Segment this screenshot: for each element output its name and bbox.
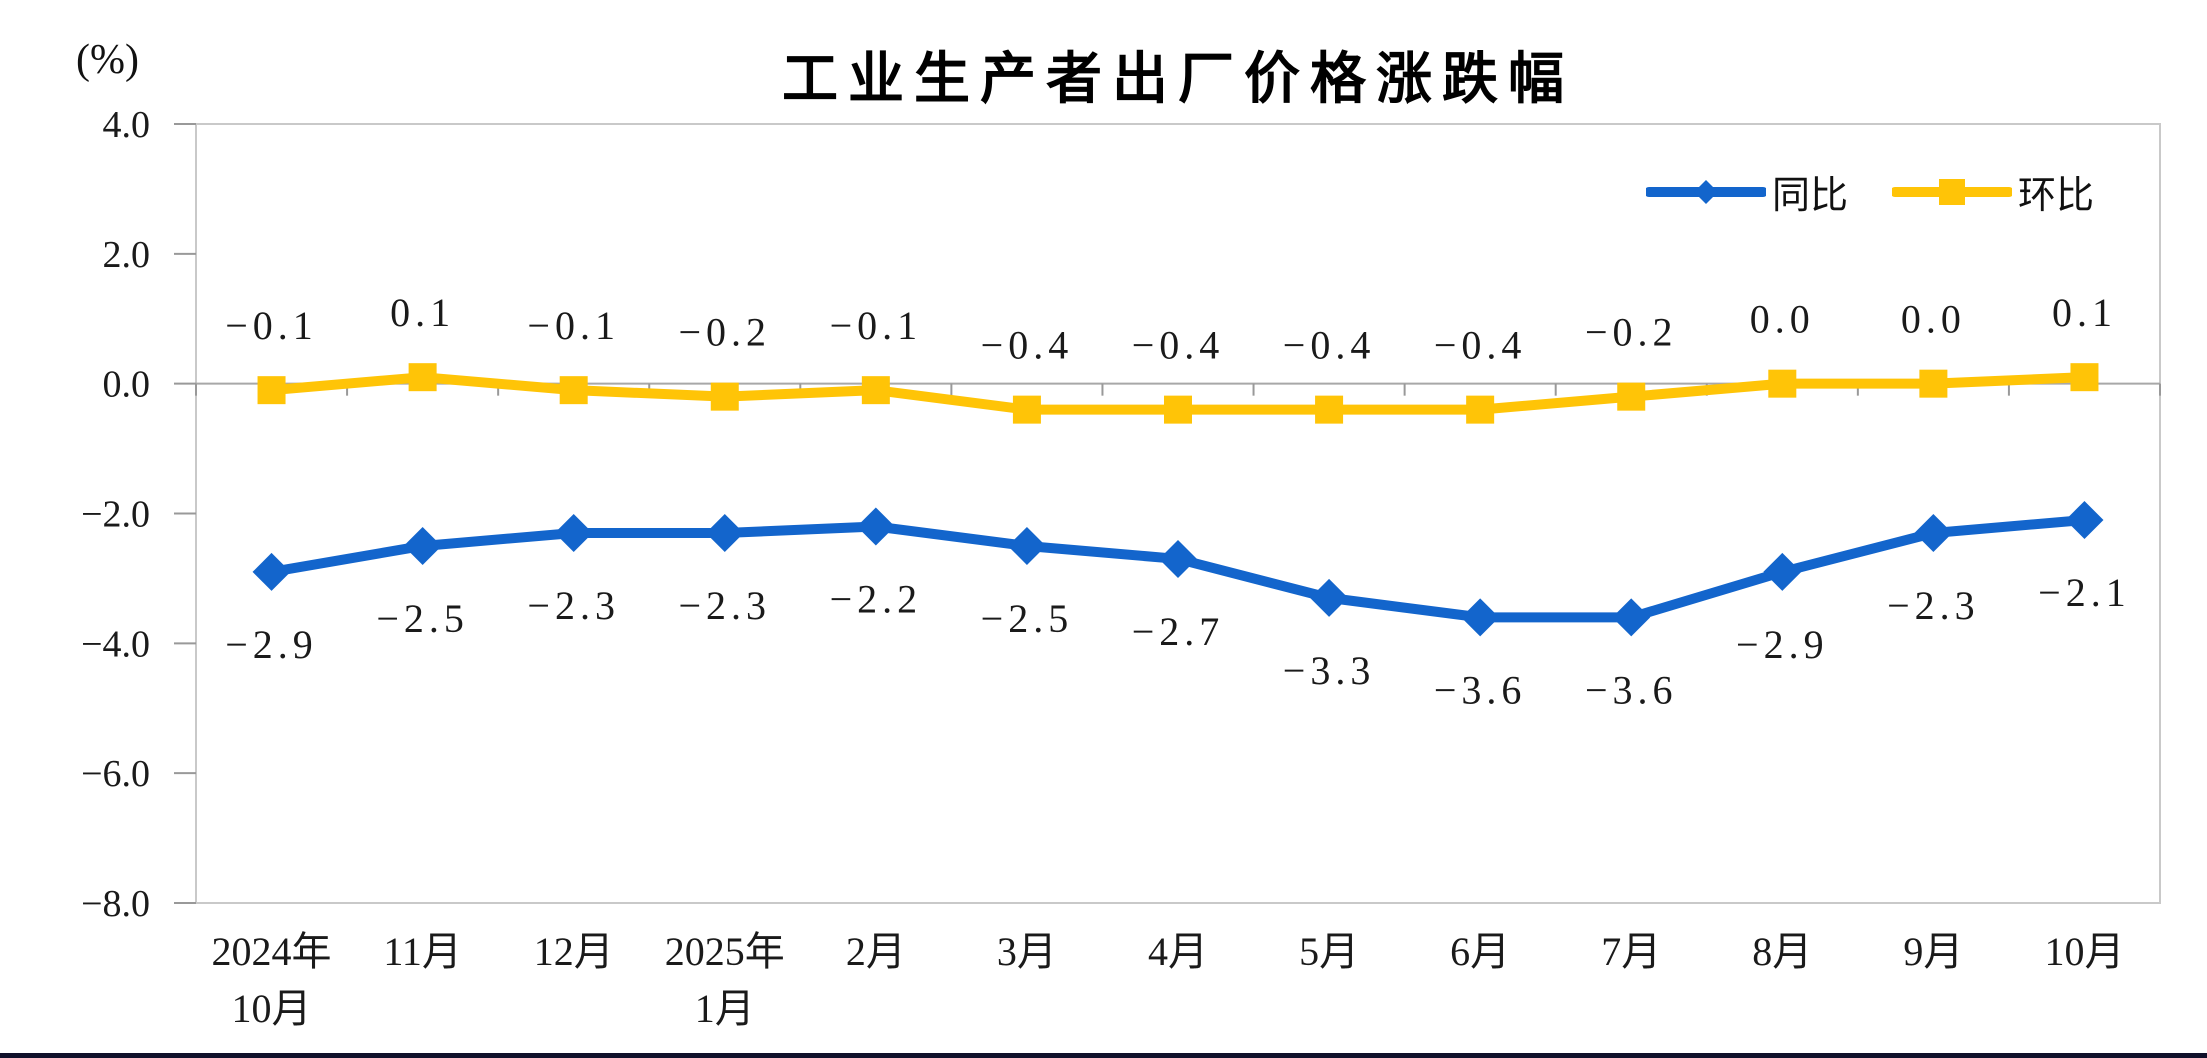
data-label: −2.3	[1887, 583, 1980, 628]
yoy-diamond-marker	[252, 552, 291, 591]
mom-square-marker	[861, 376, 890, 405]
x-tick-label: 2025年	[665, 929, 785, 974]
data-label: −0.4	[1132, 323, 1225, 368]
data-label: −2.3	[678, 583, 771, 628]
yoy-diamond-marker	[1612, 598, 1651, 637]
data-label: 0.0	[1750, 297, 1815, 342]
data-label: −2.5	[981, 596, 1074, 641]
legend-label-mom: 环比	[2018, 175, 2095, 217]
yoy-diamond-marker	[1310, 578, 1349, 617]
chart-title: 工业生产者出厂价格涨跌幅	[782, 47, 1574, 110]
x-tick-label: 11月	[383, 929, 462, 974]
mom-square-marker	[710, 382, 739, 411]
legend-item-yoy: 同比	[1646, 164, 1848, 219]
x-tick-label: 5月	[1299, 929, 1359, 974]
mom-square-marker	[1768, 369, 1797, 398]
plot-border	[195, 123, 2161, 904]
bottom-divider	[0, 1053, 2207, 1058]
x-tick-label: 12月	[534, 929, 614, 974]
data-label: −0.1	[225, 303, 318, 348]
data-label: −0.1	[527, 303, 620, 348]
x-tick-label: 7月	[1601, 929, 1661, 974]
mom-square-marker	[408, 363, 437, 392]
data-label: 0.0	[1901, 297, 1966, 342]
yoy-diamond-marker	[1763, 552, 1802, 591]
x-tick-label: 6月	[1450, 929, 1510, 974]
mom-square-marker	[559, 376, 588, 405]
data-label: −2.3	[527, 583, 620, 628]
mom-square-marker	[2070, 363, 2099, 392]
x-tick-label: 1月	[695, 986, 755, 1031]
data-label: −2.7	[1132, 609, 1225, 654]
yoy-diamond-marker	[1159, 539, 1197, 578]
legend: 同比 环比	[1646, 164, 2094, 219]
data-label: −0.2	[678, 310, 771, 355]
x-tick-label: 4月	[1148, 929, 1208, 974]
data-label: −3.3	[1283, 648, 1376, 693]
x-tick-label: 8月	[1752, 929, 1812, 974]
data-label: −2.9	[225, 622, 318, 667]
data-label: 0.1	[390, 290, 455, 335]
y-axis-unit-label: (%)	[76, 37, 139, 83]
yoy-diamond-marker	[554, 513, 593, 552]
x-tick-label: 2月	[846, 929, 906, 974]
yoy-line-swatch-icon	[1646, 179, 1766, 204]
y-tick-label: −2.0	[81, 494, 150, 536]
legend-label-yoy: 同比	[1772, 175, 1849, 217]
data-label: −2.1	[2038, 570, 2131, 615]
data-label: −0.2	[1585, 310, 1678, 355]
x-tick-label: 3月	[997, 929, 1057, 974]
data-label: −3.6	[1434, 667, 1527, 712]
yoy-diamond-marker	[1914, 513, 1953, 552]
data-label: −2.9	[1736, 622, 1829, 667]
data-label: −3.6	[1585, 667, 1678, 712]
yoy-diamond-marker	[856, 507, 895, 546]
y-tick-label: −6.0	[81, 753, 150, 795]
yoy-diamond-marker	[2065, 500, 2104, 539]
y-tick-label: 2.0	[103, 234, 151, 276]
data-label: −2.2	[830, 576, 923, 621]
data-label: −0.4	[1283, 323, 1376, 368]
legend-item-mom: 环比	[1892, 164, 2094, 219]
y-tick-label: −8.0	[81, 883, 150, 925]
mom-square-marker	[1164, 395, 1192, 424]
mom-square-marker	[1466, 395, 1495, 424]
mom-square-marker	[257, 376, 286, 405]
yoy-diamond-marker	[403, 526, 442, 565]
data-label: −0.1	[830, 303, 923, 348]
mom-square-marker	[1919, 369, 1948, 398]
data-label: −0.4	[1434, 323, 1527, 368]
x-tick-label: 2024年	[212, 929, 332, 974]
mom-square-marker	[1012, 395, 1041, 424]
y-tick-label: −4.0	[81, 623, 150, 665]
mom-square-marker	[1617, 382, 1646, 411]
y-tick-label: 0.0	[103, 364, 151, 406]
y-tick-label: 4.0	[103, 104, 151, 146]
mom-line-swatch-icon	[1892, 178, 2013, 205]
data-label: 0.1	[2052, 290, 2117, 335]
data-label: −2.5	[376, 596, 469, 641]
mom-square-marker	[1315, 395, 1344, 424]
yoy-diamond-marker	[1461, 598, 1500, 637]
yoy-diamond-marker	[1007, 526, 1046, 565]
x-tick-label: 9月	[1903, 929, 1963, 974]
x-tick-label: 10月	[2044, 929, 2124, 974]
yoy-diamond-marker	[705, 513, 744, 552]
data-label: −0.4	[981, 323, 1074, 368]
x-tick-label: 10月	[232, 986, 312, 1031]
